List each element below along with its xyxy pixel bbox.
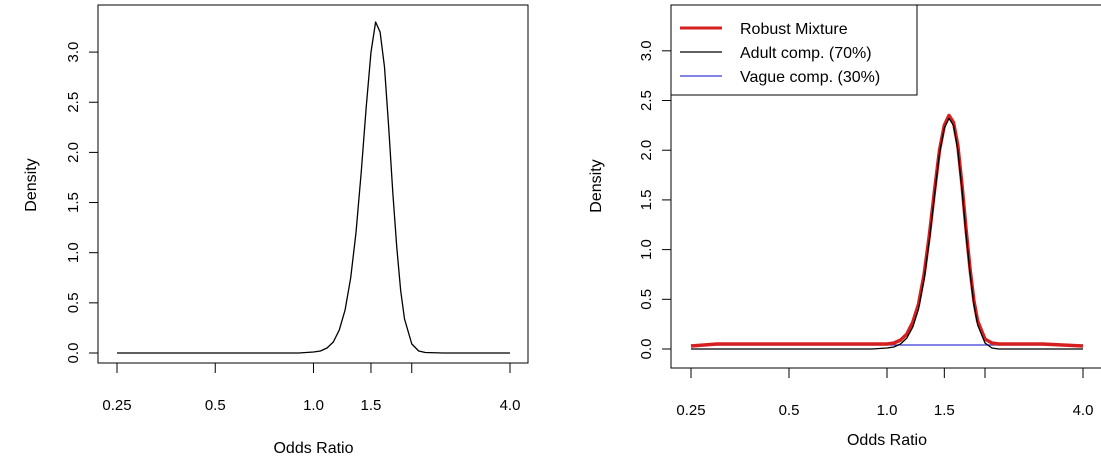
y-tick-label: 1.0 xyxy=(65,242,82,263)
series-line-robust-mixture xyxy=(690,113,1084,348)
x-tick-label: 1.5 xyxy=(934,402,955,419)
y-axis-title: Density xyxy=(23,158,40,211)
y-tick-label: 1.0 xyxy=(638,239,655,260)
x-tick-label: 1.0 xyxy=(303,397,324,414)
x-tick-label: 4.0 xyxy=(500,397,521,414)
legend: Robust Mixture Adult comp. (70%) Vague com… xyxy=(670,4,918,96)
x-tick-label: 0.5 xyxy=(779,402,800,419)
y-tick-label: 0.5 xyxy=(638,289,655,310)
y-tick-label: 3.0 xyxy=(65,42,82,63)
y-tick-label: 1.5 xyxy=(638,189,655,210)
series-line-density xyxy=(117,21,510,354)
legend-box xyxy=(670,4,918,96)
legend-entry: Adult comp. (70%) xyxy=(740,45,872,62)
y-tick-label: 2.0 xyxy=(65,142,82,163)
y-tick-label: 2.5 xyxy=(65,92,82,113)
x-tick-label: 0.25 xyxy=(676,402,705,419)
y-tick-label: 1.5 xyxy=(65,192,82,213)
y-tick-label: 3.0 xyxy=(638,40,655,61)
legend-entry: Vague comp. (30%) xyxy=(740,69,880,86)
x-tick-label: 0.25 xyxy=(102,397,131,414)
y-tick-label: 0.5 xyxy=(65,292,82,313)
y-tick-label: 2.5 xyxy=(638,90,655,111)
x-axis-title: Odds Ratio xyxy=(273,440,353,457)
chart-panel-1: 0.25 0.5 1.0 1.5 4.0 0.0 0.5 1.0 1.5 2.0 2.5 3.0 Odd… xyxy=(23,4,529,457)
legend-entry: Robust Mixture xyxy=(740,21,848,38)
x-tick-label: 1.0 xyxy=(877,402,898,419)
x-tick-label: 4.0 xyxy=(1073,402,1094,419)
y-axis-title: Density xyxy=(588,159,605,212)
y-tick-label: 2.0 xyxy=(638,140,655,161)
y-tick-label: 0.0 xyxy=(638,339,655,360)
chart-panel-2: 0.25 0.5 1.0 1.5 4.0 0.0 0.5 1.0 1.5 2.0 2.5 3.0 Odd… xyxy=(588,4,1101,449)
y-tick-label: 0.0 xyxy=(65,343,82,364)
series-line-adult-comp-70 xyxy=(691,117,1083,350)
plot-frame xyxy=(97,4,529,364)
x-tick-label: 1.5 xyxy=(361,397,382,414)
x-tick-label: 0.5 xyxy=(205,397,226,414)
x-axis-title: Odds Ratio xyxy=(847,432,927,449)
